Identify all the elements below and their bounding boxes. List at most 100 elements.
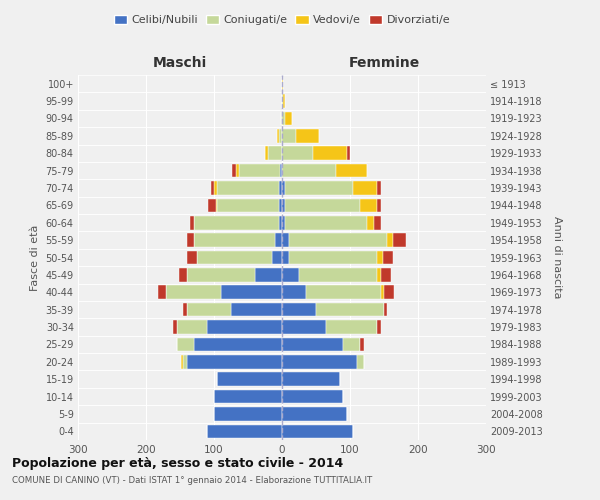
Bar (278, 198, 282, 212)
Bar (282, 94, 283, 108)
Bar (194, 338, 282, 351)
Bar (384, 303, 388, 316)
Bar (282, 181, 286, 195)
Bar (181, 355, 184, 368)
Text: COMUNE DI CANINO (VT) - Dati ISTAT 1° gennaio 2014 - Elaborazione TUTTITALIA.IT: COMUNE DI CANINO (VT) - Dati ISTAT 1° ge… (12, 476, 372, 485)
Bar (316, 303, 384, 316)
Bar (187, 303, 231, 316)
Bar (176, 338, 194, 351)
Bar (380, 268, 391, 281)
Bar (281, 112, 282, 125)
Bar (313, 146, 347, 160)
Bar (187, 268, 255, 281)
Bar (207, 320, 282, 334)
Bar (282, 234, 289, 247)
Text: Maschi: Maschi (153, 56, 207, 70)
Bar (214, 390, 282, 404)
Bar (282, 268, 299, 281)
Bar (380, 286, 384, 299)
Bar (214, 181, 217, 195)
Bar (255, 268, 282, 281)
Bar (207, 424, 282, 438)
Bar (179, 268, 187, 281)
Bar (289, 250, 377, 264)
Bar (377, 198, 380, 212)
Bar (347, 146, 350, 160)
Bar (282, 146, 313, 160)
Bar (194, 216, 278, 230)
Bar (282, 129, 296, 142)
Bar (176, 320, 207, 334)
Bar (239, 164, 280, 177)
Bar (265, 146, 268, 160)
Bar (282, 164, 337, 177)
Bar (289, 234, 388, 247)
Bar (278, 181, 282, 195)
Bar (211, 181, 214, 195)
Bar (383, 250, 393, 264)
Bar (217, 372, 282, 386)
Bar (278, 129, 282, 142)
Bar (337, 164, 367, 177)
Bar (296, 129, 319, 142)
Bar (158, 286, 166, 299)
Bar (187, 250, 197, 264)
Bar (282, 303, 316, 316)
Bar (367, 216, 374, 230)
Bar (384, 286, 394, 299)
Y-axis label: Anni di nascita: Anni di nascita (553, 216, 562, 298)
Bar (353, 181, 377, 195)
Bar (377, 250, 383, 264)
Bar (282, 407, 347, 420)
Bar (217, 198, 278, 212)
Bar (306, 286, 380, 299)
Bar (280, 164, 282, 177)
Bar (194, 234, 275, 247)
Bar (282, 338, 343, 351)
Bar (374, 216, 380, 230)
Y-axis label: Fasce di età: Fasce di età (30, 224, 40, 290)
Bar (216, 198, 217, 212)
Bar (388, 234, 393, 247)
Bar (286, 112, 292, 125)
Bar (184, 303, 187, 316)
Bar (282, 424, 353, 438)
Bar (277, 129, 278, 142)
Bar (232, 164, 236, 177)
Bar (377, 181, 380, 195)
Bar (217, 181, 278, 195)
Bar (282, 372, 340, 386)
Bar (282, 198, 286, 212)
Bar (326, 320, 377, 334)
Bar (221, 286, 282, 299)
Bar (343, 338, 360, 351)
Bar (377, 268, 380, 281)
Bar (214, 407, 282, 420)
Bar (282, 112, 286, 125)
Bar (231, 303, 282, 316)
Bar (282, 286, 306, 299)
Bar (208, 198, 216, 212)
Bar (282, 320, 326, 334)
Bar (278, 216, 282, 230)
Bar (197, 250, 272, 264)
Bar (268, 146, 282, 160)
Bar (360, 338, 364, 351)
Bar (187, 234, 194, 247)
Bar (299, 268, 377, 281)
Bar (282, 390, 343, 404)
Bar (360, 198, 377, 212)
Bar (286, 198, 360, 212)
Bar (286, 181, 353, 195)
Bar (282, 355, 357, 368)
Bar (272, 250, 282, 264)
Text: Femmine: Femmine (349, 56, 419, 70)
Bar (166, 286, 221, 299)
Bar (173, 320, 176, 334)
Legend: Celibi/Nubili, Coniugati/e, Vedovi/e, Divorziati/e: Celibi/Nubili, Coniugati/e, Vedovi/e, Di… (109, 10, 455, 30)
Bar (282, 250, 289, 264)
Bar (187, 355, 282, 368)
Bar (282, 216, 286, 230)
Bar (275, 234, 282, 247)
Bar (283, 94, 286, 108)
